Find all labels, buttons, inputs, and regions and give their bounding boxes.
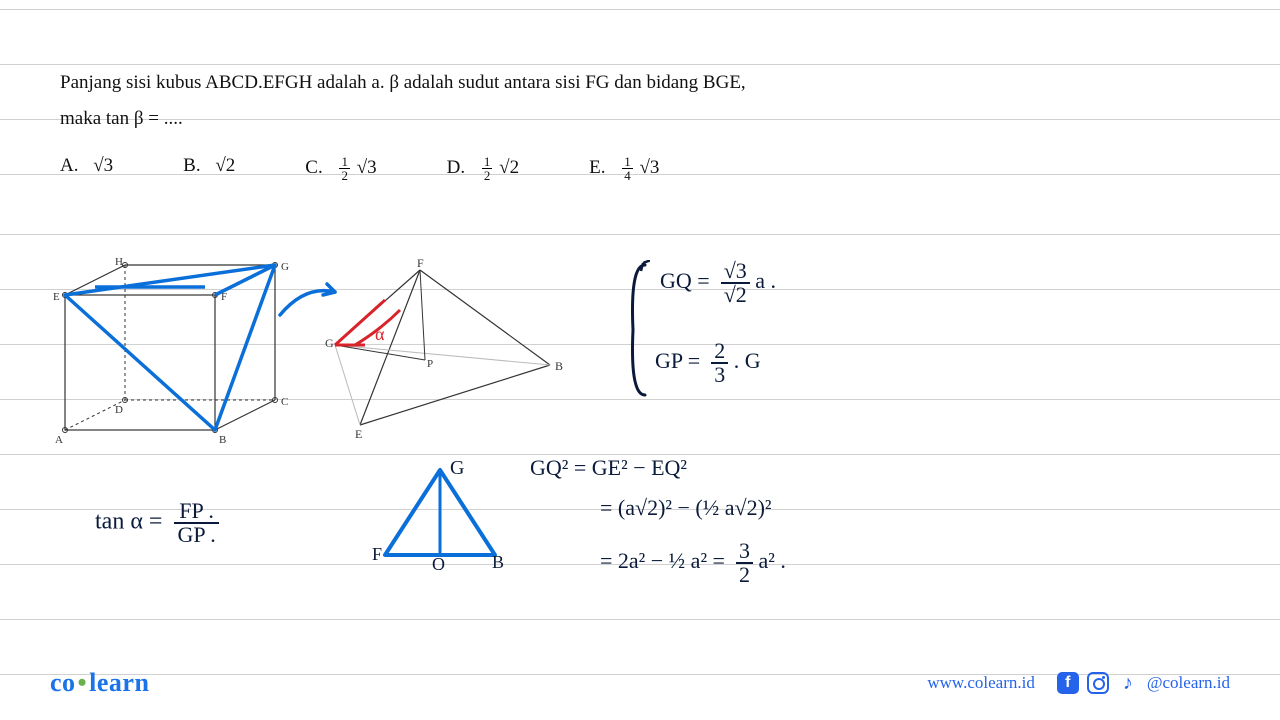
svg-text:D: D xyxy=(115,404,123,416)
pyramid-diagram: α F G E B P xyxy=(325,255,575,445)
hw-tan-alpha: tan α = FP .GP . xyxy=(95,500,219,546)
question-line2: maka tan β = .... xyxy=(60,101,1220,137)
brand-logo: co•learn xyxy=(50,668,149,698)
svg-text:B: B xyxy=(555,359,563,373)
footer-url: www.colearn.id xyxy=(927,673,1034,693)
answer-E: E. 14 √3 xyxy=(589,155,659,182)
answer-C: C. 12 √3 xyxy=(305,155,376,182)
facebook-icon: f xyxy=(1057,672,1079,694)
footer-handle: @colearn.id xyxy=(1147,673,1230,693)
cube-diagram: A B C D E F G H xyxy=(45,255,295,455)
brand-separator-icon: • xyxy=(78,668,88,697)
question-line1: Panjang sisi kubus ABCD.EFGH adalah a. β… xyxy=(60,65,1220,101)
svg-text:P: P xyxy=(427,358,433,370)
svg-text:H: H xyxy=(115,256,123,268)
svg-text:B: B xyxy=(219,434,226,446)
hw-eq-gq: GQ = √3√2 a . xyxy=(660,260,776,306)
svg-text:E: E xyxy=(355,427,362,441)
hw-step2: = (a√2)² − (½ a√2)² xyxy=(600,495,772,521)
answer-B: B. √2 xyxy=(183,155,235,182)
svg-text:C: C xyxy=(281,396,288,408)
svg-text:F: F xyxy=(372,544,382,564)
svg-text:E: E xyxy=(53,291,60,303)
answer-row: A. √3 B. √2 C. 12 √3 D. 12 √2 E. 14 √3 xyxy=(0,137,1280,182)
hw-eq-gp: GP = 23 . G xyxy=(655,340,761,386)
svg-text:G: G xyxy=(450,460,464,479)
footer: co•learn www.colearn.id f ♪ @colearn.id xyxy=(0,668,1280,698)
svg-text:α: α xyxy=(375,324,385,344)
hw-step3: = 2a² − ½ a² = 32 a² . xyxy=(600,540,786,586)
answer-D: D. 12 √2 xyxy=(447,155,519,182)
hw-gq2-line: GQ² = GE² − EQ² xyxy=(530,455,687,481)
svg-text:A: A xyxy=(55,434,63,446)
bracket-icon xyxy=(625,260,650,400)
question-text: Panjang sisi kubus ABCD.EFGH adalah a. β… xyxy=(0,0,1280,137)
svg-text:G: G xyxy=(281,261,289,273)
answer-A: A. √3 xyxy=(60,155,113,182)
svg-text:Q: Q xyxy=(432,554,445,570)
svg-text:F: F xyxy=(417,256,424,270)
instagram-icon xyxy=(1087,672,1109,694)
triangle-sketch: G F Q B xyxy=(370,460,510,570)
svg-text:B: B xyxy=(492,552,504,570)
svg-text:G: G xyxy=(325,336,334,350)
footer-right: www.colearn.id f ♪ @colearn.id xyxy=(927,672,1230,694)
tiktok-icon: ♪ xyxy=(1117,672,1139,694)
